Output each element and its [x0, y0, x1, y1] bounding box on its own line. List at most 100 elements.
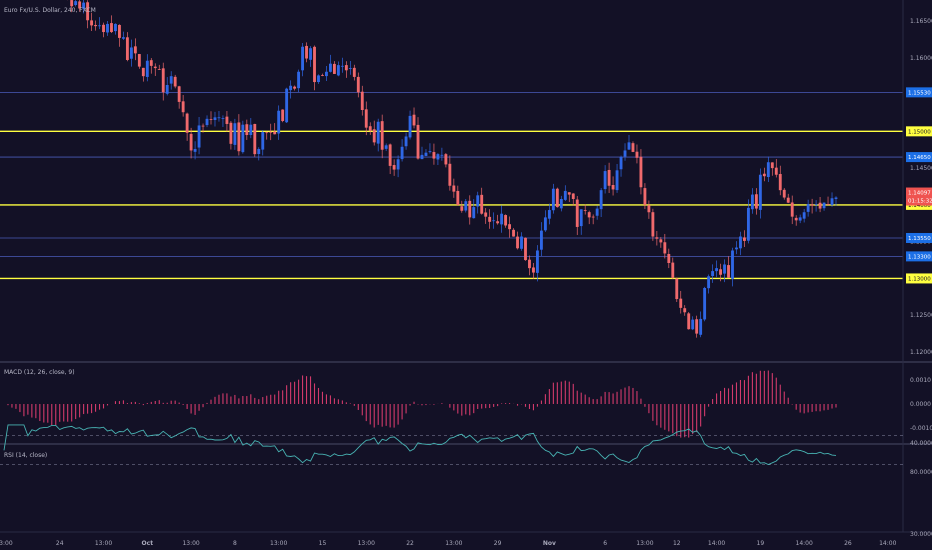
candle-body	[225, 116, 229, 124]
candle-body	[348, 68, 352, 69]
candle-body	[257, 148, 261, 155]
time-tick: 13:00	[182, 540, 199, 547]
candle-body	[444, 154, 448, 165]
macd-tick: 0.0010	[910, 377, 931, 384]
candle-body	[555, 188, 559, 208]
time-tick: 19	[757, 540, 765, 547]
time-tick: 29	[494, 540, 502, 547]
chart-title: Euro Fx/U.S. Dollar, 240, FXCM	[4, 7, 96, 14]
candle-body	[269, 131, 273, 133]
candle-body	[129, 47, 133, 59]
candle-body	[520, 236, 523, 249]
candle-body	[185, 113, 189, 133]
price-tick: 1.16500	[910, 18, 932, 25]
candle-body	[452, 185, 456, 192]
current-price-label: 1.14097	[908, 191, 931, 197]
candle-body	[253, 123, 257, 155]
candle-body	[281, 109, 285, 122]
candle-body	[746, 207, 750, 241]
candle-body	[611, 184, 615, 190]
macd-pane[interactable]: MACD (12, 26, close, 9)	[4, 369, 837, 438]
candle-body	[532, 267, 535, 273]
candle-body	[416, 124, 420, 159]
candle-body	[241, 124, 245, 153]
rsi-pane[interactable]: RSI (14, close)	[0, 424, 903, 466]
candle-body	[456, 190, 460, 205]
candle-body	[424, 152, 428, 156]
time-tick: 13:00	[636, 540, 653, 547]
candle-body	[806, 204, 810, 212]
candle-body	[400, 146, 404, 160]
candle-body	[352, 67, 356, 77]
candle-body	[782, 189, 786, 198]
candle-body	[500, 213, 504, 225]
candle-body	[133, 46, 137, 54]
candle-body	[209, 119, 213, 120]
rsi-tick-bottom: 30.0000	[910, 531, 932, 538]
candle-body	[293, 86, 297, 89]
candle-body	[313, 46, 316, 83]
time-tick: 14:00	[796, 540, 813, 547]
candle-body	[567, 192, 571, 195]
candle-body	[476, 195, 480, 207]
candle-body	[770, 162, 774, 169]
candle-body	[655, 237, 659, 239]
candle-body	[157, 69, 161, 70]
candle-body	[368, 126, 372, 131]
price-pane[interactable]: Euro Fx/U.S. Dollar, 240, FXCM	[0, 0, 903, 338]
candle-body	[317, 75, 320, 83]
countdown-label: 01:15:32	[908, 199, 932, 205]
candle-body	[277, 110, 281, 134]
price-tick: 1.14500	[910, 165, 932, 172]
candle-body	[571, 193, 575, 200]
price-tag	[906, 152, 932, 163]
price-tick: 1.12500	[910, 312, 932, 319]
time-tick: 26	[844, 540, 852, 547]
price-tick: 1.12000	[910, 349, 932, 356]
candle-body	[579, 209, 583, 227]
rsi-line	[3, 424, 837, 465]
candle-body	[480, 194, 484, 214]
candle-body	[651, 212, 655, 237]
price-tag-label: 1.14000	[908, 203, 931, 209]
price-tick: 1.16000	[910, 55, 932, 62]
candle-body	[328, 63, 332, 72]
current-price-tag	[906, 187, 932, 206]
time-tick: 12	[673, 540, 681, 547]
candle-body	[344, 65, 348, 71]
candle-body	[619, 157, 623, 170]
candle-body	[786, 197, 790, 203]
candle-body	[364, 109, 368, 128]
candle-body	[301, 46, 304, 71]
candle-body	[794, 217, 798, 221]
candle-body	[169, 76, 173, 84]
candle-body	[587, 212, 591, 218]
candle-body	[743, 237, 746, 241]
time-axis[interactable]: 13:00 24 13:00 Oct 13:00 8 13:00 15 13:00 22 13:00…	[0, 540, 897, 547]
candle-body	[536, 250, 539, 273]
price-tag-label: 1.13000	[908, 276, 931, 282]
candle-body	[735, 247, 738, 250]
candle-body	[233, 123, 237, 145]
candle-body	[583, 210, 587, 211]
candle-body	[707, 276, 711, 289]
candle-body	[559, 199, 563, 209]
candle-body	[516, 236, 519, 249]
candle-body	[643, 188, 647, 205]
candle-body	[627, 142, 631, 150]
candle-body	[826, 204, 830, 205]
price-tag	[906, 232, 932, 243]
candle-body	[699, 318, 703, 335]
candle-body	[360, 91, 364, 111]
candle-body	[472, 207, 476, 219]
candle-body	[309, 48, 312, 60]
candle-body	[508, 224, 512, 230]
candle-body	[814, 204, 818, 205]
candle-body	[754, 194, 758, 209]
candle-body	[683, 308, 687, 313]
price-tag-label: 1.15000	[908, 129, 931, 135]
rsi-tick: 80.0000	[910, 469, 932, 476]
candle-body	[524, 237, 527, 261]
price-tag	[906, 273, 932, 284]
